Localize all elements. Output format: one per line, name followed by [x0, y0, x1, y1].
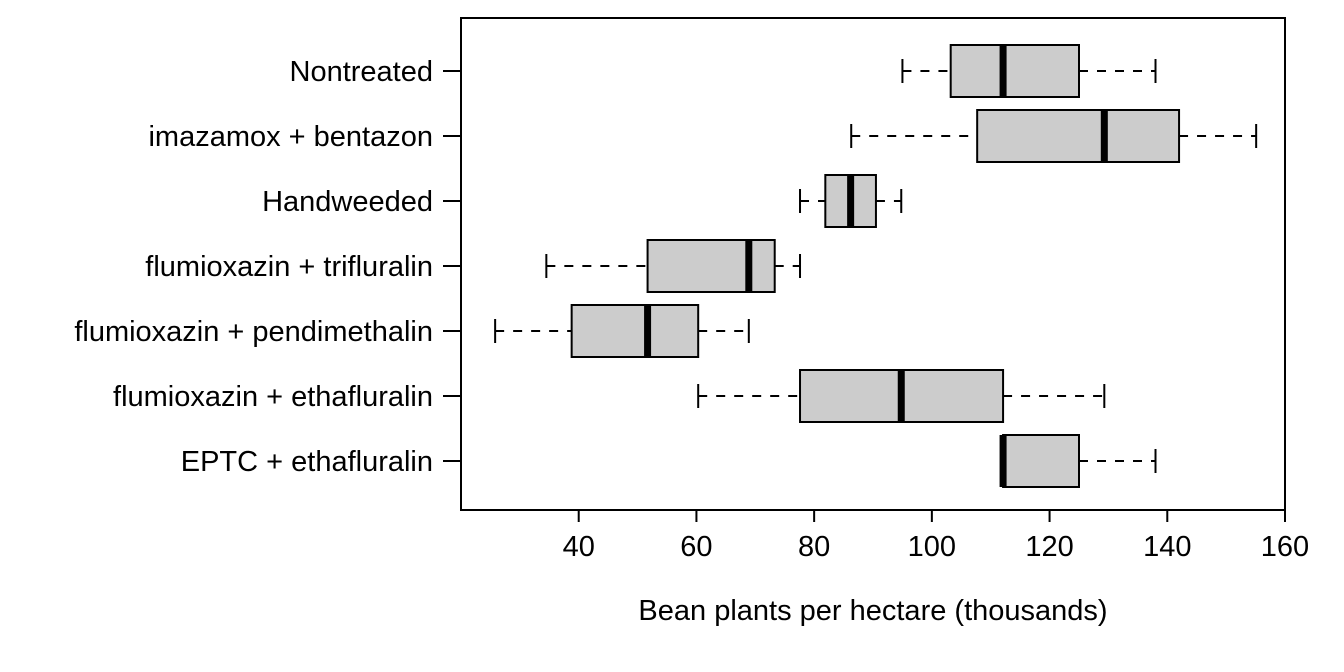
y-tick-label: flumioxazin + ethafluralin [113, 381, 433, 413]
plot-frame [460, 17, 1286, 511]
boxes-group [494, 44, 1258, 488]
x-tick-label: 140 [1143, 531, 1191, 563]
x-tick-label: 160 [1261, 531, 1309, 563]
iqr-box [646, 239, 776, 293]
box-series-6 [999, 434, 1157, 488]
x-tick-label: 80 [798, 531, 830, 563]
x-axis: 40 60 80 100 120 140 160 [563, 510, 1309, 563]
x-tick-label: 40 [563, 531, 595, 563]
y-tick-label: Nontreated [290, 56, 434, 88]
box-series-3 [545, 239, 802, 293]
y-tick-label: imazamox + bentazon [148, 121, 433, 153]
box-series-2 [799, 174, 903, 228]
x-tick-label: 120 [1025, 531, 1073, 563]
x-axis-title: Bean plants per hectare (thousands) [638, 595, 1107, 627]
iqr-box [976, 109, 1181, 163]
box-series-0 [901, 44, 1157, 98]
x-tick-label: 100 [908, 531, 956, 563]
y-tick-label: flumioxazin + pendimethalin [74, 316, 433, 348]
y-tick-label: EPTC + ethafluralin [181, 446, 433, 478]
iqr-box [570, 304, 700, 358]
y-axis: Nontreated imazamox + bentazon Handweeded f… [74, 56, 461, 478]
box-series-5 [697, 369, 1106, 423]
y-tick-label: flumioxazin + trifluralin [145, 251, 433, 283]
y-tick-label: Handweeded [262, 186, 433, 218]
x-tick-label: 60 [680, 531, 712, 563]
iqr-box [949, 44, 1080, 98]
box-series-1 [850, 109, 1258, 163]
box-series-4 [494, 304, 750, 358]
iqr-box [1002, 434, 1080, 488]
